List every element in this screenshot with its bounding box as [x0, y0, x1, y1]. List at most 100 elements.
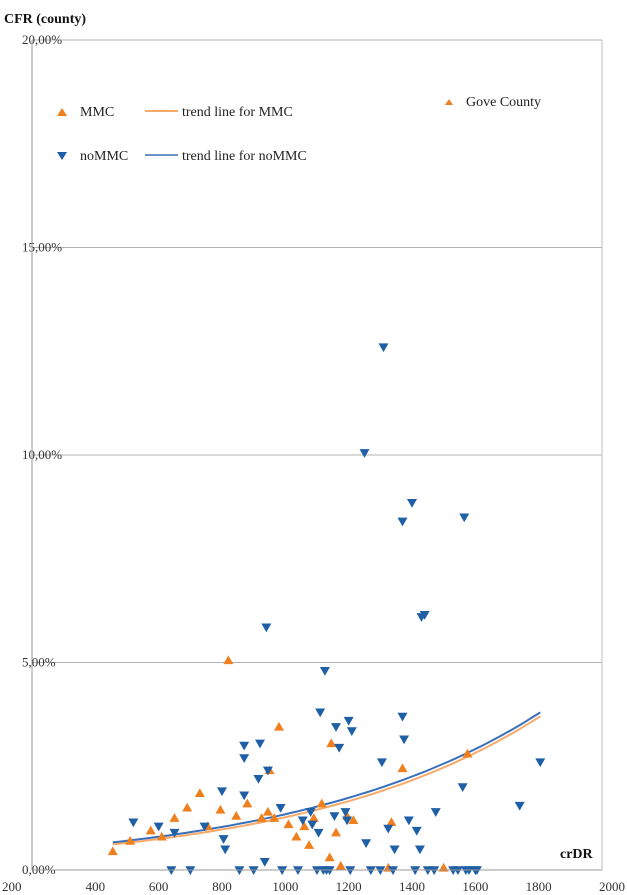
- data-point-nommc: [464, 866, 474, 875]
- gove-county-marker: [445, 99, 453, 105]
- data-point-mmc: [326, 738, 337, 748]
- data-point-nommc: [293, 866, 303, 875]
- x-tick-label: 2000: [599, 879, 625, 894]
- gove-county-label: Gove County: [466, 95, 541, 110]
- data-point-nommc: [422, 866, 433, 875]
- data-point-nommc: [457, 783, 468, 792]
- y-axis-title: CFR (county): [4, 12, 86, 27]
- data-point-mmc: [262, 806, 273, 816]
- data-point-nommc: [346, 727, 357, 736]
- data-point-nommc: [199, 822, 210, 832]
- data-point-nommc: [312, 866, 322, 875]
- gove-county-annotation: Gove County: [445, 95, 541, 110]
- data-point-nommc: [248, 866, 259, 875]
- legend-mmc-label: MMC: [80, 105, 114, 120]
- data-point-mmc: [182, 802, 193, 812]
- data-point-nommc: [389, 845, 400, 855]
- data-point-nommc: [399, 735, 410, 745]
- data-point-mmc: [283, 819, 294, 829]
- data-point-mmc: [291, 831, 302, 841]
- data-point-nommc: [429, 866, 440, 875]
- data-point-nommc: [329, 812, 340, 822]
- data-point-nommc: [361, 839, 372, 849]
- data-point-nommc: [319, 667, 330, 676]
- y-tick-label: 15,00%: [22, 240, 62, 255]
- data-point-nommc: [459, 513, 470, 523]
- data-point-nommc: [239, 791, 250, 801]
- data-point-mmc: [308, 813, 319, 822]
- data-point-nommc: [297, 816, 308, 826]
- data-point-mmc: [194, 788, 205, 797]
- data-point-nommc: [471, 866, 482, 875]
- data-point-nommc: [365, 866, 376, 875]
- data-point-nommc: [345, 866, 356, 875]
- data-point-nommc: [234, 866, 245, 875]
- data-point-mmc: [397, 763, 408, 773]
- data-point-nommc: [414, 845, 425, 855]
- data-point-nommc: [331, 723, 341, 732]
- x-tick-label: 1200: [336, 879, 362, 894]
- legend-nommc-marker: [57, 152, 67, 160]
- x-tick-label: 1600: [462, 879, 488, 894]
- data-point-mmc: [125, 835, 136, 845]
- data-point-nommc: [217, 787, 227, 797]
- data-point-mmc: [256, 813, 267, 822]
- data-point-nommc: [535, 758, 546, 768]
- data-point-nommc: [218, 835, 229, 844]
- data-point-nommc: [430, 808, 441, 817]
- data-point-nommc: [407, 498, 417, 508]
- x-tick-label: 1800: [526, 879, 552, 894]
- legend-mmc-marker: [57, 108, 67, 116]
- data-point-mmc: [242, 798, 253, 808]
- data-point-mmc: [156, 831, 167, 841]
- data-point-mmc: [386, 817, 397, 827]
- data-point-mmc: [274, 721, 284, 731]
- data-point-nommc: [397, 712, 408, 722]
- data-point-nommc: [411, 826, 422, 836]
- data-point-nommc: [403, 816, 414, 826]
- data-point-nommc: [185, 866, 196, 875]
- data-point-nommc: [410, 866, 421, 875]
- data-point-nommc: [397, 517, 408, 527]
- data-point-mmc: [304, 840, 315, 849]
- legend-mmc-trend-label: trend line for MMC: [182, 105, 293, 120]
- data-point-mmc: [215, 804, 226, 814]
- data-point-nommc: [340, 808, 351, 817]
- y-tick-label: 5,00%: [22, 655, 56, 670]
- data-point-mmc: [335, 860, 346, 870]
- data-point-nommc: [253, 774, 264, 784]
- data-point-mmc: [169, 813, 180, 822]
- data-point-nommc: [169, 828, 180, 838]
- data-point-nommc: [514, 801, 525, 811]
- x-tick-label: 1400: [399, 879, 425, 894]
- data-point-mmc: [269, 813, 280, 822]
- data-point-mmc: [331, 827, 341, 837]
- data-point-nommc: [388, 866, 398, 875]
- data-point-nommc: [343, 716, 354, 726]
- data-point-mmc: [107, 846, 118, 856]
- data-point-nommc: [128, 818, 139, 828]
- data-point-nommc: [315, 708, 326, 718]
- data-point-nommc: [261, 623, 272, 633]
- data-point-nommc: [277, 866, 288, 875]
- data-point-nommc: [375, 866, 386, 875]
- data-point-nommc: [307, 820, 318, 830]
- data-point-nommc: [378, 343, 389, 353]
- axes: 0,00%5,00%10,00%15,00%20,00%200 400 600 800…: [2, 32, 625, 894]
- data-point-mmc: [438, 862, 449, 872]
- data-point-nommc: [305, 808, 316, 817]
- legend-nommc-trend-label: trend line for noMMC: [182, 149, 307, 164]
- data-points: [107, 343, 546, 875]
- data-point-mmc: [299, 821, 310, 831]
- data-point-nommc: [220, 845, 231, 855]
- data-point-mmc: [231, 811, 242, 820]
- x-tick-label: 200: [2, 879, 22, 894]
- data-point-nommc: [262, 766, 273, 776]
- data-point-nommc: [419, 611, 430, 620]
- data-point-nommc: [153, 822, 164, 832]
- data-point-nommc: [334, 743, 345, 753]
- y-tick-label: 20,00%: [22, 32, 62, 47]
- data-point-mmc: [462, 748, 473, 758]
